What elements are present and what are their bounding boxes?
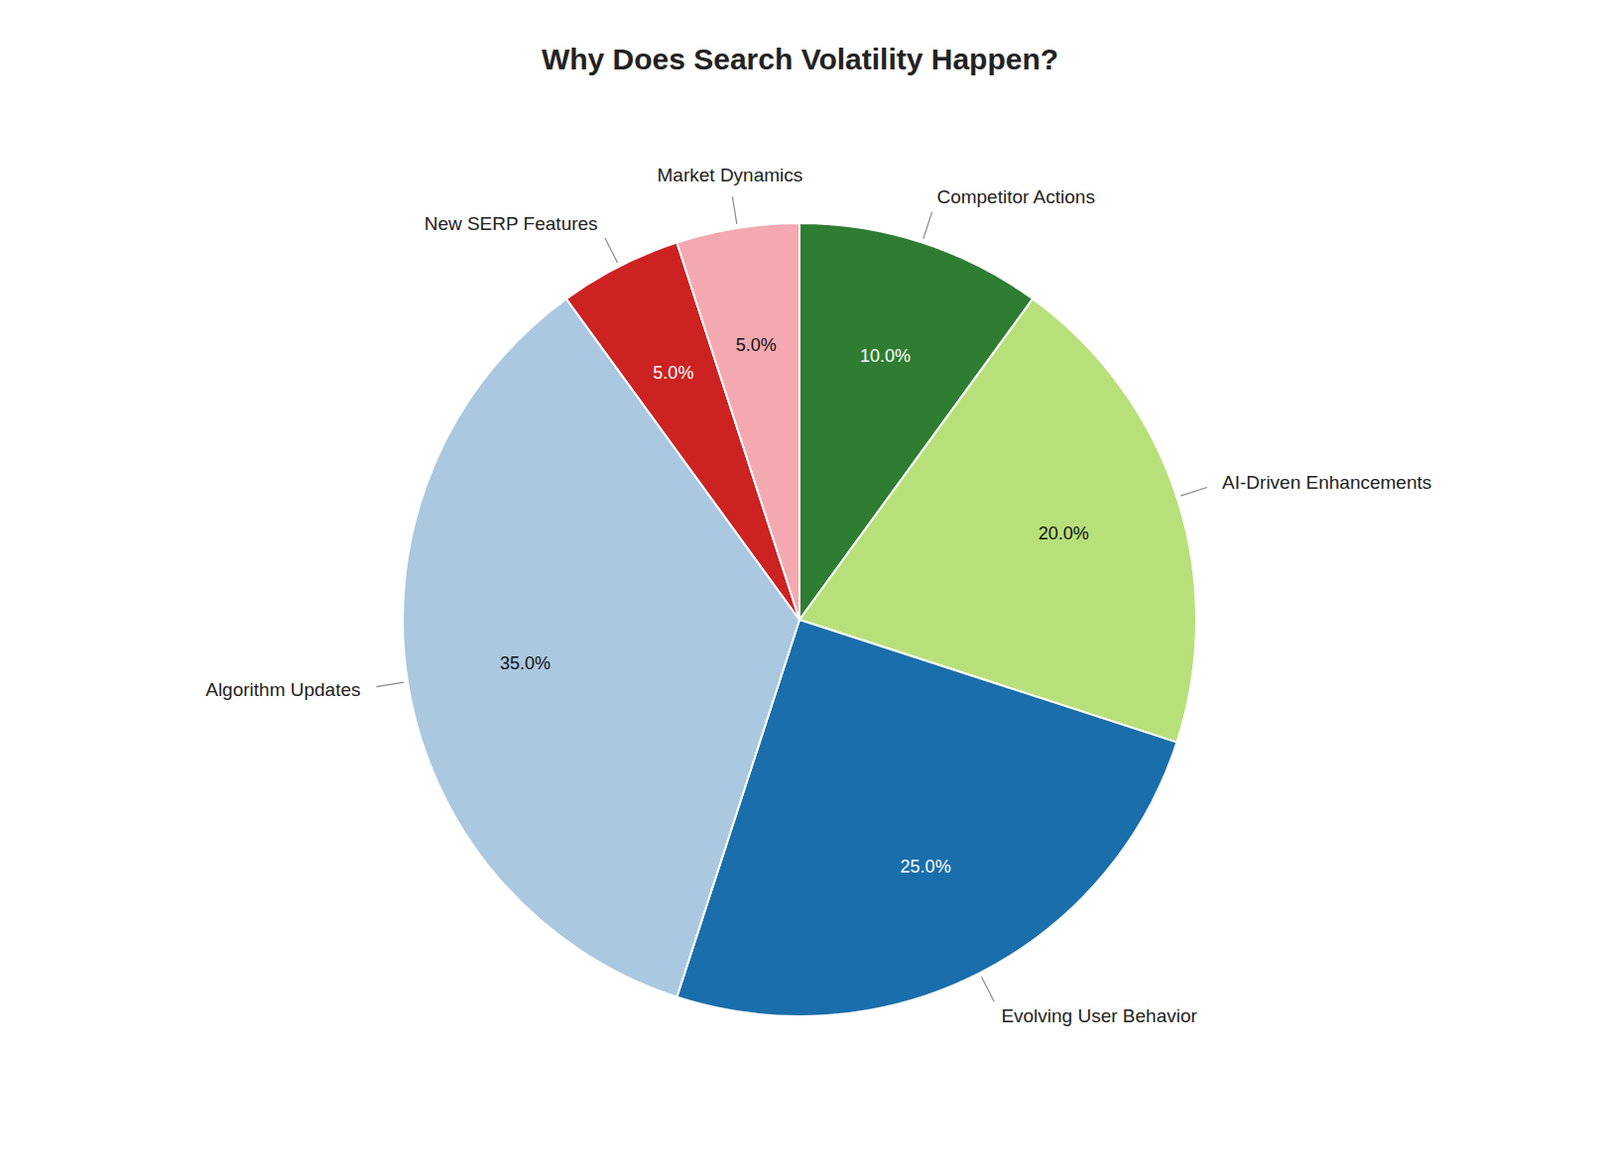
data-label: 10.0% bbox=[860, 346, 911, 367]
chart-title: Why Does Search Volatility Happen? bbox=[541, 42, 1059, 76]
chart-container: Why Does Search Volatility Happen? 10.0% C… bbox=[0, 0, 1600, 1170]
category-label: Competitor Actions bbox=[936, 186, 1095, 208]
leader-line bbox=[732, 196, 737, 225]
chart-svg: Why Does Search Volatility Happen? 10.0% C… bbox=[0, 0, 1600, 1170]
data-label: 5.0% bbox=[736, 335, 777, 356]
data-label: 20.0% bbox=[1038, 523, 1090, 544]
data-label: 35.0% bbox=[499, 653, 551, 674]
leader-line bbox=[375, 682, 404, 687]
category-label: Evolving User Behavior bbox=[1000, 1005, 1198, 1027]
category-label: Algorithm Updates bbox=[205, 679, 361, 701]
leader-line bbox=[923, 212, 933, 240]
category-label: New SERP Features bbox=[424, 213, 599, 235]
leader-line bbox=[981, 977, 994, 1002]
pie-slice bbox=[676, 223, 800, 620]
wedges bbox=[402, 223, 1197, 1017]
background bbox=[0, 0, 1600, 1170]
leader-line bbox=[1180, 488, 1208, 497]
data-label: 5.0% bbox=[652, 363, 694, 383]
labels: 10.0% Competitor Actions 20.0% AI-Driven En… bbox=[205, 164, 1432, 1027]
leader-line bbox=[605, 238, 618, 263]
category-label: Market Dynamics bbox=[657, 164, 804, 186]
data-label: 25.0% bbox=[900, 857, 952, 877]
category-label: AI-Driven Enhancements bbox=[1222, 472, 1432, 493]
